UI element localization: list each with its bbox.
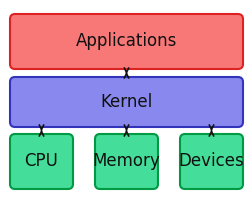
FancyBboxPatch shape (10, 14, 242, 69)
Text: Devices: Devices (178, 152, 243, 171)
FancyBboxPatch shape (94, 134, 158, 189)
Text: CPU: CPU (24, 152, 58, 171)
Text: Applications: Applications (76, 32, 176, 51)
Text: Kernel: Kernel (100, 93, 152, 111)
FancyBboxPatch shape (10, 77, 242, 127)
FancyBboxPatch shape (10, 134, 73, 189)
FancyBboxPatch shape (179, 134, 242, 189)
Text: Memory: Memory (92, 152, 160, 171)
